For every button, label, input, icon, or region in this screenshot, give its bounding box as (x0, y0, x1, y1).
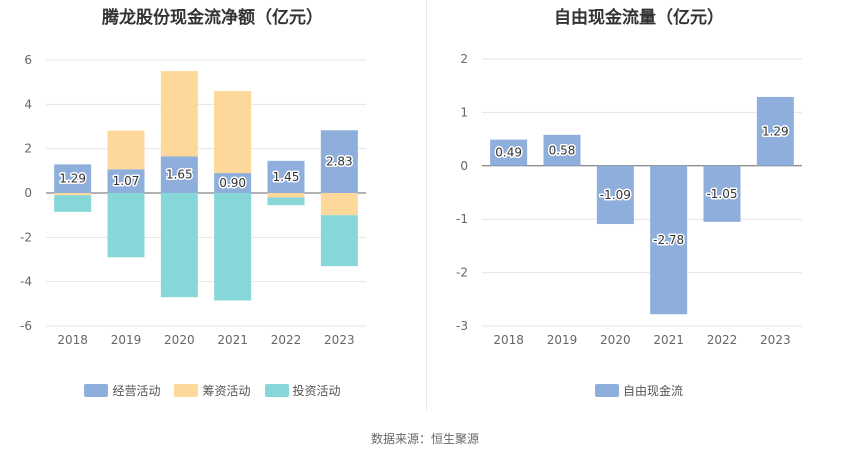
bar-投资活动[interactable] (320, 215, 358, 267)
y-tick-label: -4 (20, 275, 32, 289)
data-label: 1.29 (59, 172, 86, 186)
bar-经营活动[interactable] (160, 156, 198, 193)
data-label: -1.09 (600, 188, 631, 202)
bar-投资活动[interactable] (267, 197, 305, 206)
data-label: 1.65 (166, 168, 193, 182)
bar-自由现金流[interactable] (490, 139, 528, 166)
data-label: 0.90 (219, 176, 246, 190)
y-tick-label: 6 (24, 53, 32, 67)
panel-divider (426, 0, 427, 410)
data-label: 1.45 (273, 170, 300, 184)
y-tick-label: 2 (24, 142, 32, 156)
legend-label: 筹资活动 (202, 384, 251, 398)
bar-经营活动[interactable] (267, 160, 305, 193)
data-label: -2.78 (653, 233, 684, 247)
free-cashflow-panel: 自由现金流量（亿元） 2 1 0 -1 -2 -3 2018 2019 2020 2021 2022… (428, 0, 850, 410)
legend-item[interactable]: 投资活动 (264, 382, 341, 399)
y-tick-label: 2 (460, 52, 468, 66)
legend: 经营活动 筹资活动 投资活动 (0, 382, 425, 399)
x-tick-label: 2022 (271, 333, 302, 347)
x-tick-label: 2019 (111, 333, 142, 347)
legend-item[interactable]: 自由现金流 (594, 382, 683, 399)
cashflow-net-chart: 6 4 2 0 -2 -4 -6 2018 2019 2020 2021 2022 2023 1.29 1.… (20, 53, 366, 347)
bar-投资活动[interactable] (160, 193, 198, 298)
x-tick-label: 2023 (760, 333, 791, 347)
bar-筹资活动[interactable] (214, 91, 252, 174)
legend-label: 投资活动 (292, 384, 341, 398)
legend-swatch (174, 384, 199, 397)
bar-自由现金流[interactable] (650, 165, 688, 315)
y-tick-label: -6 (20, 319, 32, 333)
bar-筹资活动[interactable] (320, 193, 358, 216)
x-tick-label: 2023 (324, 333, 355, 347)
data-label: 2.83 (326, 155, 353, 169)
bar-筹资活动[interactable] (54, 193, 92, 196)
x-tick-label: 2019 (547, 333, 578, 347)
data-label: 1.07 (113, 174, 140, 188)
free-cashflow-chart: 2 1 0 -1 -2 -3 2018 2019 2020 2021 2022 2023 0.49 0.5… (456, 52, 802, 347)
bar-自由现金流[interactable] (543, 134, 581, 166)
y-tick-label: -3 (456, 319, 468, 333)
bar-经营活动[interactable] (214, 173, 252, 193)
legend: 自由现金流 (428, 382, 850, 399)
bar-自由现金流[interactable] (756, 96, 794, 166)
bar-经营活动[interactable] (320, 130, 358, 193)
x-tick-label: 2018 (493, 333, 524, 347)
x-tick-label: 2018 (57, 333, 88, 347)
y-tick-label: 0 (460, 159, 468, 173)
bar-投资活动[interactable] (107, 193, 145, 258)
y-tick-label: 4 (24, 97, 32, 111)
data-label: 0.58 (549, 143, 576, 157)
data-label: 0.49 (495, 146, 522, 160)
legend-item[interactable]: 经营活动 (84, 382, 160, 399)
data-label: 1.29 (762, 124, 789, 138)
chart-title: 自由现金流量（亿元） (554, 8, 724, 28)
y-tick-label: -2 (456, 266, 468, 280)
chart-title: 腾龙股份现金流净额（亿元） (102, 8, 323, 28)
y-tick-label: -2 (20, 230, 32, 244)
legend-label: 经营活动 (112, 384, 161, 398)
x-tick-label: 2020 (164, 333, 195, 347)
bar-经营活动[interactable] (107, 169, 145, 193)
y-tick-label: -1 (456, 212, 468, 226)
x-tick-label: 2020 (600, 333, 631, 347)
bar-自由现金流[interactable] (596, 165, 634, 225)
bar-投资活动[interactable] (214, 193, 252, 301)
legend-swatch (84, 384, 109, 397)
y-tick-label: 1 (460, 105, 468, 119)
legend-item[interactable]: 筹资活动 (174, 382, 251, 399)
y-tick-label: 0 (24, 186, 32, 200)
x-tick-label: 2021 (653, 333, 684, 347)
bar-筹资活动[interactable] (267, 193, 305, 198)
legend-swatch (594, 384, 619, 397)
bar-投资活动[interactable] (54, 195, 92, 212)
data-label: -1.05 (706, 187, 737, 201)
cashflow-net-panel: 腾龙股份现金流净额（亿元） 6 4 2 0 -2 -4 -6 2018 2019 2020 2021… (0, 0, 425, 410)
bar-自由现金流[interactable] (703, 165, 741, 222)
bar-筹资活动[interactable] (107, 130, 145, 170)
x-tick-label: 2022 (707, 333, 738, 347)
data-source: 数据来源：恒生聚源 (370, 432, 479, 446)
x-tick-label: 2021 (217, 333, 248, 347)
bar-筹资活动[interactable] (160, 71, 198, 157)
bar-经营活动[interactable] (54, 164, 92, 193)
legend-label: 自由现金流 (622, 384, 683, 398)
legend-swatch (264, 384, 289, 397)
